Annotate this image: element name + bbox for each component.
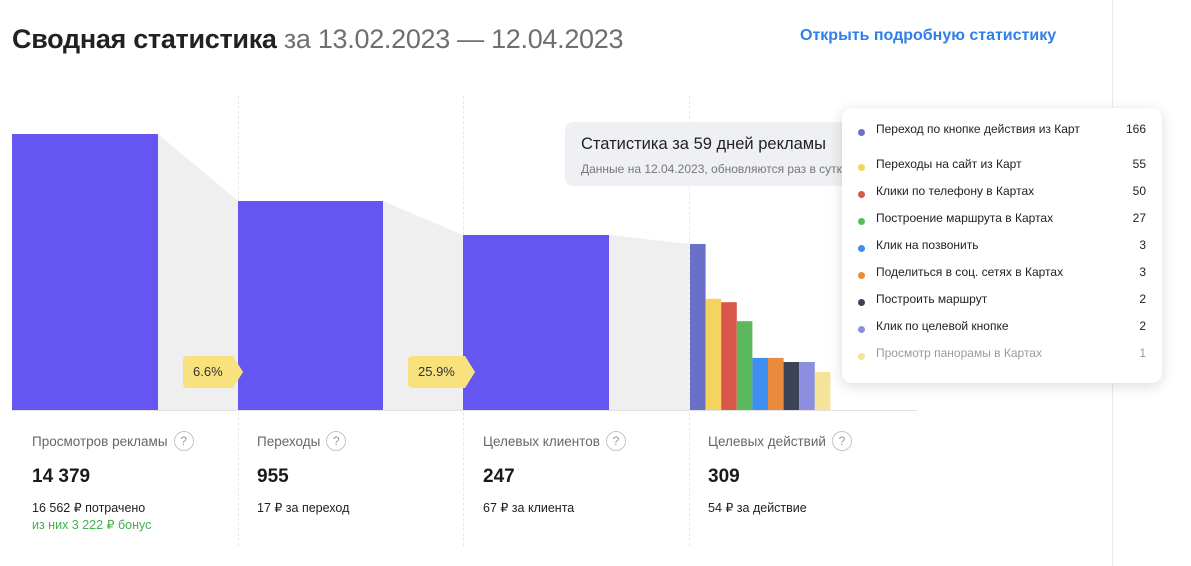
stat-bonus: из них 3 222 ₽ бонус <box>32 518 152 532</box>
legend-label: Просмотр панорамы в Картах <box>876 346 1042 360</box>
legend-label: Клик по целевой кнопке <box>876 319 1009 333</box>
legend-label: Построить маршрут <box>876 292 988 306</box>
funnel-connector-1 <box>158 134 238 410</box>
legend-dot <box>858 326 865 333</box>
legend-label: Переход по кнопке действия из Карт <box>876 122 1080 136</box>
legend-dot <box>858 299 865 306</box>
legend-value: 3 <box>1139 265 1146 279</box>
help-icon[interactable]: ? <box>326 431 347 451</box>
funnel-bar-clients <box>463 235 609 410</box>
actions-bar-group <box>690 244 831 410</box>
legend-value: 2 <box>1139 292 1146 306</box>
legend-item: Просмотр панорамы в Картах 1 <box>842 346 1162 366</box>
stat-value: 955 <box>257 466 289 487</box>
legend-value: 2 <box>1139 319 1146 333</box>
action-bar <box>705 298 722 410</box>
legend-value: 1 <box>1139 346 1146 360</box>
period-tooltip: Статистика за 59 дней рекламы Данные на … <box>565 122 865 186</box>
stat-value: 309 <box>708 466 740 487</box>
action-bar <box>721 302 737 410</box>
funnel-bar-views <box>12 134 158 410</box>
help-icon[interactable]: ? <box>173 431 194 451</box>
stat-label: Целевых клиентов <box>483 433 600 449</box>
legend-dot <box>858 353 865 360</box>
legend-item: Переходы на сайт из Карт 55 <box>842 157 1162 177</box>
action-bar <box>768 357 784 410</box>
column-divider <box>689 96 690 546</box>
stat-label: Переходы <box>257 433 321 449</box>
stat-label: Целевых действий <box>708 433 826 449</box>
action-bar <box>799 362 815 410</box>
tooltip-subtitle: Данные на 12.04.2023, обновляются раз в … <box>581 162 849 176</box>
stat-cost: 17 ₽ за переход <box>257 501 350 515</box>
stat-cost: 67 ₽ за клиента <box>483 501 575 515</box>
actions-legend-popup: Переход по кнопке действия из Карт 166 Пе… <box>842 108 1162 383</box>
action-bar <box>814 372 831 410</box>
action-bar <box>783 362 800 410</box>
legend-label: Клики по телефону в Картах <box>876 184 1035 198</box>
legend-label: Построение маршрута в Картах <box>876 211 1054 225</box>
legend-item: Клик по целевой кнопке 2 <box>842 319 1162 339</box>
legend-dot <box>858 129 865 136</box>
tooltip-title: Статистика за 59 дней рекламы <box>581 135 826 153</box>
legend-item: Клики по телефону в Картах 50 <box>842 184 1162 204</box>
funnel-connector-3 <box>609 235 689 410</box>
title-main: Сводная статистика <box>12 24 277 54</box>
conversion-badge: 6.6% <box>183 356 243 388</box>
legend-dot <box>858 218 865 225</box>
stat-views: Просмотров рекламы? 14 379 16 562 ₽ потр… <box>32 430 242 532</box>
action-bar <box>752 357 768 410</box>
legend-label: Переходы на сайт из Карт <box>876 157 1022 171</box>
legend-item: Поделиться в соц. сетях в Картах 3 <box>842 265 1162 285</box>
funnel-bar-clicks <box>238 201 383 410</box>
chart-baseline <box>12 410 917 411</box>
stat-label: Просмотров рекламы <box>32 433 168 449</box>
help-icon[interactable]: ? <box>831 431 852 451</box>
legend-value: 55 <box>1132 157 1146 171</box>
help-icon[interactable]: ? <box>605 431 626 451</box>
legend-label: Поделиться в соц. сетях в Картах <box>876 265 1064 279</box>
stat-cost: 54 ₽ за действие <box>708 501 807 515</box>
stat-value: 14 379 <box>32 466 91 487</box>
legend-value: 3 <box>1139 238 1146 252</box>
legend-dot <box>858 191 865 198</box>
legend-item: Клик на позвонить 3 <box>842 238 1162 258</box>
stat-clients: Целевых клиентов? 247 67 ₽ за клиента <box>483 430 693 515</box>
stat-cost: 16 562 ₽ потрачено <box>32 501 146 515</box>
legend-value: 166 <box>1125 122 1146 136</box>
legend-item: Построение маршрута в Картах 27 <box>842 211 1162 231</box>
legend-value: 50 <box>1132 184 1146 198</box>
legend-dot <box>858 164 865 171</box>
legend-dot <box>858 245 865 252</box>
legend-item: Переход по кнопке действия из Карт 166 <box>842 122 1162 142</box>
stat-clicks: Переходы? 955 17 ₽ за переход <box>257 430 467 515</box>
stat-actions: Целевых действий? 309 54 ₽ за действие <box>708 430 918 515</box>
legend-dot <box>858 272 865 279</box>
page-title: Сводная статистика за 13.02.2023 — 12.04… <box>12 24 624 55</box>
stat-value: 247 <box>483 466 515 487</box>
legend-item: Построить маршрут 2 <box>842 292 1162 312</box>
legend-label: Клик на позвонить <box>876 238 979 252</box>
conversion-badge: 25.9% <box>408 356 475 388</box>
title-date-range: за 13.02.2023 — 12.04.2023 <box>283 24 624 54</box>
open-detailed-stats-link[interactable]: Открыть подробную статистику <box>800 27 1057 44</box>
action-bar <box>736 321 753 410</box>
legend-value: 27 <box>1132 211 1146 225</box>
action-bar <box>690 244 706 410</box>
